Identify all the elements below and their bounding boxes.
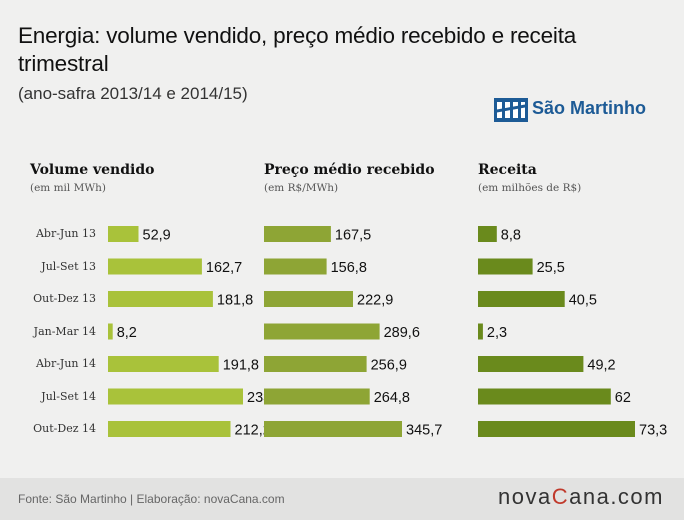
value-label: 2,3 <box>487 325 507 341</box>
bar <box>264 226 331 242</box>
bar <box>264 421 402 437</box>
value-label: 191,8 <box>223 358 259 374</box>
bar <box>264 356 367 372</box>
chart-unit: (em milhões de R$) <box>478 182 582 194</box>
bar <box>264 258 327 275</box>
value-label: 49,2 <box>587 358 615 374</box>
value-label: 156,8 <box>331 260 367 276</box>
bar <box>478 291 565 307</box>
sao-martinho-logo-icon <box>494 98 528 122</box>
value-label: 73,3 <box>639 423 667 439</box>
value-label: 162,7 <box>206 260 242 276</box>
value-label: 264,8 <box>374 390 410 406</box>
bar <box>108 356 219 372</box>
chart-unit: (em mil MWh) <box>30 182 107 194</box>
sao-martinho-logo: São Martinho <box>494 92 654 126</box>
bar <box>264 291 353 307</box>
value-label: 256,9 <box>371 358 407 374</box>
value-label: 289,6 <box>384 325 420 341</box>
chart-unit: (em R$/MWh) <box>264 182 339 194</box>
brand-part: C <box>551 484 570 509</box>
value-label: 8,8 <box>501 228 521 244</box>
bar <box>478 323 483 340</box>
bar <box>108 323 113 340</box>
chart-title: Preço médio recebido <box>264 162 435 178</box>
novacana-brand: novaCana.com <box>498 484 664 510</box>
bar <box>478 388 611 405</box>
category-label: Out-Dez 14 <box>33 422 96 435</box>
value-label: 181,8 <box>217 293 253 309</box>
value-label: 40,5 <box>569 293 597 309</box>
bar <box>108 258 202 275</box>
value-label: 222,9 <box>357 293 393 309</box>
bar <box>264 388 370 405</box>
value-label: 52,9 <box>143 228 171 244</box>
value-label: 62 <box>615 390 631 406</box>
bar <box>108 291 213 307</box>
value-label: 345,7 <box>406 423 442 439</box>
bar <box>478 226 497 242</box>
category-label: Jul-Set 13 <box>41 259 96 273</box>
page-title: Energia: volume vendido, preço médio rec… <box>18 23 577 76</box>
value-label: 167,5 <box>335 228 371 244</box>
bar-charts: 52,9162,7181,88,2191,8233,9212,2167,5156… <box>108 226 667 439</box>
bar <box>264 323 380 340</box>
bar <box>478 356 584 372</box>
category-label: Out-Dez 13 <box>33 292 96 305</box>
chart-title: Receita <box>478 162 537 178</box>
category-label: Abr-Jun 13 <box>35 227 96 240</box>
bar <box>108 421 231 437</box>
bar <box>108 388 243 405</box>
page-subtitle: (ano-safra 2013/14 e 2014/15) <box>18 84 248 103</box>
value-label: 25,5 <box>537 260 565 276</box>
logo-text: São Martinho <box>532 98 647 118</box>
bar <box>108 226 139 242</box>
value-label: 212,2 <box>235 423 271 439</box>
category-label: Abr-Jun 14 <box>35 357 96 370</box>
footer: Fonte: São Martinho | Elaboração: novaCa… <box>0 478 684 520</box>
category-label: Jan-Mar 14 <box>33 324 96 338</box>
value-label: 8,2 <box>117 325 137 341</box>
category-label: Jul-Set 14 <box>41 389 96 403</box>
brand-part: ana.com <box>569 484 664 509</box>
bar <box>478 421 635 437</box>
bar <box>478 258 533 275</box>
brand-part: nova <box>498 484 552 509</box>
chart-title: Volume vendido <box>30 162 155 178</box>
source-note: Fonte: São Martinho | Elaboração: novaCa… <box>18 492 285 506</box>
